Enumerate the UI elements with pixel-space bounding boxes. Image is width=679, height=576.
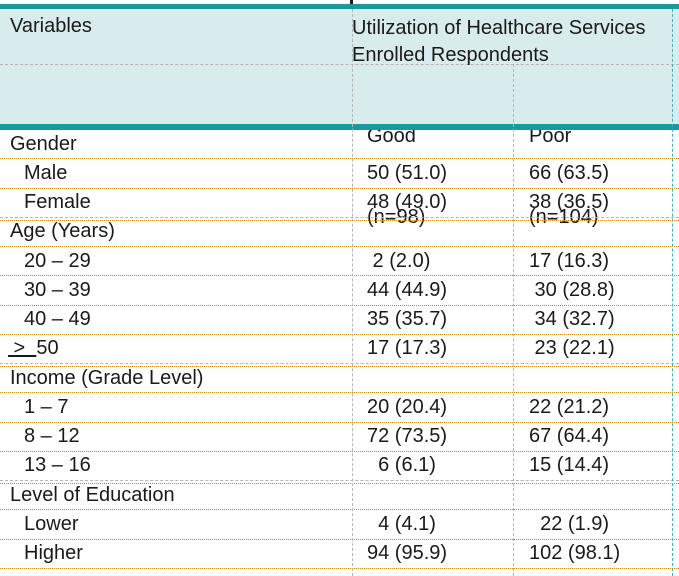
poor-value-cell: 22 (21.2)	[529, 395, 610, 418]
header-title-row: Variables Utilization of Healthcare Serv…	[0, 9, 679, 66]
table-row: 30 – 39 44 (44.9) 30 (28.8)	[0, 276, 679, 306]
good-value-cell: 17 (17.3)	[367, 337, 448, 360]
row-label: > 50	[8, 337, 59, 360]
spanning-column-header: Utilization of Healthcare Services Enrol…	[352, 9, 679, 66]
variables-column-header: Variables	[10, 15, 92, 37]
row-label: 8 – 12	[24, 425, 80, 448]
top-teal-rule	[0, 4, 679, 9]
poor-value-cell: 34 (32.7)	[529, 308, 615, 331]
good-value-cell: 48 (49.0)	[367, 191, 448, 214]
row-label: Level of Education	[10, 483, 175, 506]
table-row: > 50 17 (17.3) 23 (22.1)	[0, 335, 679, 368]
row-label: Income (Grade Level)	[10, 366, 204, 389]
column-divider-1	[352, 9, 353, 576]
column-divider-right-teal	[672, 9, 673, 576]
table-row: 20 – 29 2 (2.0) 17 (16.3)	[0, 247, 679, 277]
good-value-cell: 35 (35.7)	[367, 308, 448, 331]
row-label: Female	[24, 191, 91, 214]
table-row: Level of Education	[0, 481, 679, 511]
poor-value-cell: 15 (14.4)	[529, 454, 610, 477]
row-label: 1 – 7	[24, 395, 69, 418]
row-label: Age (Years)	[10, 220, 115, 243]
good-value-cell: 6 (6.1)	[367, 454, 436, 477]
header-bottom-teal-rule	[0, 124, 679, 130]
table-row: Higher 94 (95.9) 102 (98.1)	[0, 540, 679, 569]
row-label: Lower	[24, 512, 79, 535]
good-value-cell: 44 (44.9)	[367, 278, 448, 301]
poor-value-cell: 66 (63.5)	[529, 161, 610, 184]
poor-value-cell: 23 (22.1)	[529, 337, 615, 360]
table-row: 1 – 7 20 (20.4) 22 (21.2)	[0, 393, 679, 423]
poor-value-cell: 17 (16.3)	[529, 249, 610, 272]
table-row: Gender	[0, 130, 679, 160]
good-value-cell: 94 (95.9)	[367, 542, 448, 565]
table-row: Lower 4 (4.1) 22 (1.9)	[0, 510, 679, 540]
table-row: 8 – 12 72 (73.5) 67 (64.4)	[0, 423, 679, 452]
row-label: 30 – 39	[24, 278, 91, 301]
good-value-cell: 50 (51.0)	[367, 161, 448, 184]
poor-value-cell: 30 (28.8)	[529, 278, 615, 301]
row-label: 40 – 49	[24, 308, 91, 331]
span-title-line1: Utilization of Healthcare Services	[352, 17, 646, 39]
table-header: Variables Utilization of Healthcare Serv…	[0, 9, 679, 228]
span-title-line2: Enrolled Respondents	[352, 44, 549, 66]
poor-column-label: Poor	[529, 125, 572, 147]
underlined-gte-prefix: >	[8, 337, 37, 360]
poor-value-cell: 102 (98.1)	[529, 542, 621, 565]
cropped-text-fragment	[350, 0, 353, 5]
poor-value-cell: 67 (64.4)	[529, 425, 610, 448]
good-column-label: Good	[367, 125, 416, 147]
good-value-cell: 2 (2.0)	[367, 249, 431, 272]
table-body: Gender Male 50 (51.0) 66 (63.5) Female 48 (49…	[0, 130, 679, 569]
row-label: Male	[24, 161, 68, 184]
poor-value-cell: 22 (1.9)	[529, 512, 610, 535]
good-value-cell: 4 (4.1)	[367, 512, 436, 535]
good-value-cell: 20 (20.4)	[367, 395, 448, 418]
table-row: Age (Years)	[0, 218, 679, 247]
header-dashed-divider	[0, 64, 679, 65]
table-row: 13 – 16 6 (6.1) 15 (14.4)	[0, 452, 679, 485]
table-row: Female 48 (49.0) 38 (36.5)	[0, 189, 679, 222]
good-value-cell: 72 (73.5)	[367, 425, 448, 448]
row-label: Higher	[24, 542, 83, 565]
poor-value-cell: 38 (36.5)	[529, 191, 610, 214]
table-row: Income (Grade Level)	[0, 364, 679, 394]
table-row: 40 – 49 35 (35.7) 34 (32.7)	[0, 306, 679, 335]
row-label: 20 – 29	[24, 249, 91, 272]
row-label: Gender	[10, 132, 77, 155]
table-row: Male 50 (51.0) 66 (63.5)	[0, 159, 679, 189]
row-label: 13 – 16	[24, 454, 91, 477]
column-divider-2	[513, 64, 514, 576]
